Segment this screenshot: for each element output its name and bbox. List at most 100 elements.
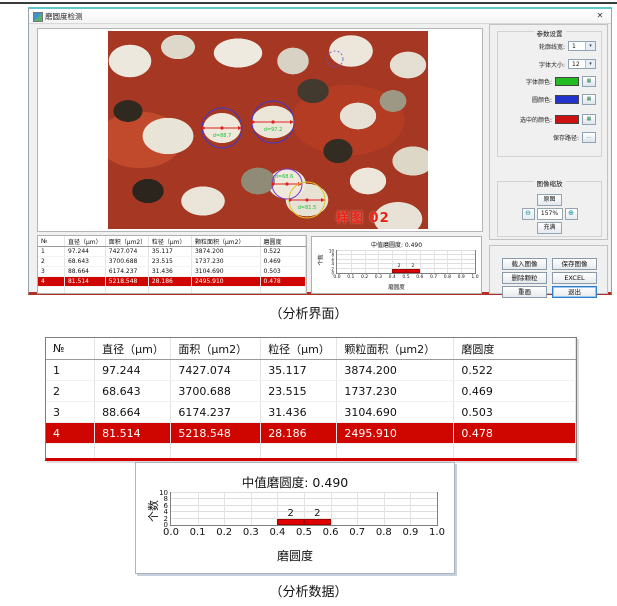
table-cell: 3104.690	[336, 401, 455, 423]
x-tick-label: 0.3	[242, 527, 259, 538]
app-window: 磨圆度检测 ✕ d=88.7 d=97.2	[28, 7, 612, 298]
center-dot	[285, 182, 289, 186]
load-image-button[interactable]: 载入图像	[502, 258, 547, 270]
table-cell: 35.117	[148, 246, 192, 257]
fit-button[interactable]: 充满	[537, 222, 562, 234]
color-picker-button[interactable]: ▦	[582, 75, 596, 87]
table-cell: 35.117	[260, 359, 338, 381]
actions-panel: 载入图像 保存图像 删除颗粒 EXCEL 重画 退出	[489, 245, 608, 298]
table-row[interactable]: 2 68.643 3700.688 23.515 1737.230 0.469	[46, 380, 576, 402]
font-color-swatch	[555, 76, 579, 86]
column-header[interactable]: №	[38, 236, 65, 247]
diameter-label: d=88.7	[213, 133, 232, 139]
gridline	[419, 251, 421, 273]
x-tick-label: 0.5	[402, 275, 410, 280]
table-cell: 3	[46, 401, 96, 423]
excel-export-button[interactable]: EXCEL	[552, 272, 597, 284]
column-header[interactable]: 颗粒面积（μm2）	[336, 338, 455, 360]
measurement-overlay: d=88.7 d=97.2 d=68.6 d=81.5	[201, 50, 344, 219]
x-tick-label: 0.8	[375, 527, 392, 538]
y-tick-label: 6	[163, 501, 168, 510]
table-cell: 3874.200	[191, 246, 261, 257]
column-header[interactable]: 颗粒面积（μm2）	[191, 236, 261, 247]
circle-color-swatch	[555, 94, 579, 104]
table-row[interactable]: 3 88.664 6174.237 31.436 3104.690 0.503	[46, 401, 576, 423]
table-row[interactable]: 1 97.244 7427.074 35.117 3874.200 0.522	[38, 246, 306, 257]
y-tick-label: 4	[331, 261, 334, 267]
selected-color-label: 选中的颜色:	[519, 116, 552, 124]
x-tick-label: 0.6	[416, 275, 424, 280]
delete-selected-button[interactable]: 删除颗粒	[502, 272, 547, 284]
table-cell	[191, 286, 261, 293]
column-header[interactable]: 直径（μm）	[64, 236, 106, 247]
gridline	[461, 251, 463, 273]
param-row-font-color: 字体颜色: ▦	[501, 75, 596, 87]
column-header[interactable]: 直径（μm）	[94, 338, 172, 360]
diameter-label: d=81.5	[298, 205, 317, 211]
color-picker-button[interactable]: ▦	[582, 93, 596, 105]
save-image-button[interactable]: 保存图像	[552, 258, 597, 270]
bar-value-label: 2	[411, 263, 415, 269]
x-tick-label: 1.0	[471, 275, 479, 280]
column-header[interactable]: 面积（μm2）	[170, 338, 262, 360]
table-cell: 28.186	[260, 422, 338, 444]
table-cell: 0.478	[260, 276, 306, 287]
table-cell: 1	[46, 359, 96, 381]
selected-color-swatch	[555, 114, 579, 124]
table-cell: 23.515	[148, 256, 192, 267]
column-header[interactable]: 粒径（μm）	[260, 338, 338, 360]
table-row[interactable]: 2 68.643 3700.688 23.515 1737.230 0.469	[38, 256, 306, 267]
center-dot	[305, 198, 309, 202]
histogram-bar	[277, 518, 304, 525]
table-cell: 31.436	[260, 401, 338, 423]
table-row[interactable]: 4 81.514 5218.548 28.186 2495.910 0.478	[38, 276, 306, 287]
redraw-button[interactable]: 重画	[502, 286, 547, 298]
chevron-down-icon[interactable]: ▾	[585, 42, 595, 50]
close-icon[interactable]: ✕	[596, 11, 604, 20]
image-zoom-title: 图像缩放	[533, 178, 566, 188]
x-tick-label: 0.4	[269, 527, 286, 538]
gridline	[433, 251, 435, 273]
caption-data: （分析数据）	[269, 585, 348, 600]
y-tick-label: 8	[331, 252, 334, 258]
caption-interface: （分析界面）	[269, 307, 348, 322]
column-header[interactable]: 粒径（μm）	[148, 236, 192, 247]
table-cell: 0.503	[260, 266, 306, 277]
column-header[interactable]: 面积（μm2）	[105, 236, 149, 247]
font-size-select[interactable]: 12 ▾	[568, 59, 596, 69]
thin-section-photo[interactable]: d=88.7 d=97.2 d=68.6 d=81.5 样图 02	[108, 31, 428, 229]
table-cell: 3	[38, 266, 65, 277]
chart-title: 中值磨圆度: 0.490	[241, 475, 349, 490]
bar-value-label: 2	[287, 507, 294, 519]
table-row[interactable]: 1 97.244 7427.074 35.117 3874.200 0.522	[46, 359, 576, 381]
table-header-row: № 直径（μm） 面积（μm2） 粒径（μm） 颗粒面积（μm2） 磨圆度	[38, 236, 306, 247]
gridline	[197, 493, 199, 525]
table-cell: 1737.230	[191, 256, 261, 267]
table-cell: 2	[38, 256, 65, 267]
table-row[interactable]: 3 88.664 6174.237 31.436 3104.690 0.503	[38, 266, 306, 277]
table-row[interactable]: 4 81.514 5218.548 28.186 2495.910 0.478	[46, 422, 576, 444]
chart-plot-area: 0 2 4 6 8 10 0.0 0.1 0.2 0.3 0.4 0.5 0.6 0.7 0.8 0.9 1.0…	[159, 489, 445, 538]
column-header[interactable]: №	[46, 338, 96, 360]
exit-button[interactable]: 退出	[552, 286, 597, 298]
chevron-down-icon[interactable]: ▾	[585, 60, 595, 68]
table-cell: 3104.690	[191, 266, 261, 277]
original-size-button[interactable]: 原图	[537, 194, 562, 206]
roundness-histogram-mini: 中值磨圆度: 0.490 个数 0 2 4 6 8 10 0.0 0.1 0.2 0.3 0.4 0.…	[311, 236, 482, 294]
diameter-label: d=97.2	[264, 127, 283, 133]
table-cell: 3700.688	[170, 380, 262, 402]
table-cell: 0.478	[453, 422, 576, 444]
table-cell: 2495.910	[336, 422, 455, 444]
table-cell: 0.522	[260, 246, 306, 257]
param-row-font-size: 字体大小: 12 ▾	[501, 59, 596, 69]
zoom-out-icon[interactable]: ⊖	[521, 208, 535, 220]
zoom-in-icon[interactable]: ⊕	[564, 208, 578, 220]
browse-button[interactable]: …	[582, 131, 596, 143]
zoom-level: 157%	[536, 208, 563, 220]
column-header[interactable]: 磨圆度	[453, 338, 576, 360]
line-width-select[interactable]: 1 ▾	[568, 41, 596, 51]
y-tick-label: 10	[159, 489, 168, 497]
column-header[interactable]: 磨圆度	[260, 236, 306, 247]
x-tick-label: 0.5	[296, 527, 312, 538]
color-picker-button[interactable]: ▦	[582, 113, 596, 125]
